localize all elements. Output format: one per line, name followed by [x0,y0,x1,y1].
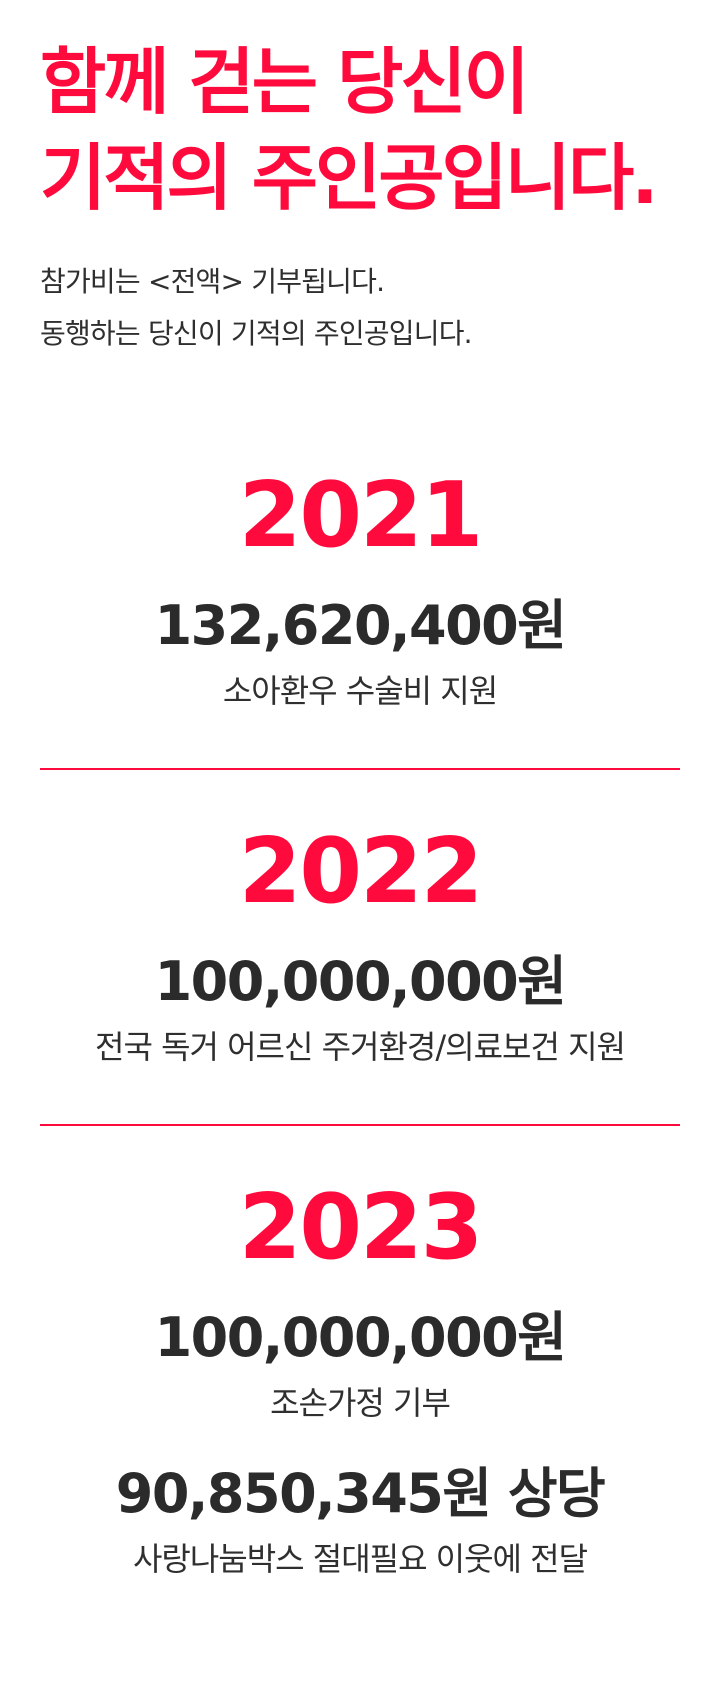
year-block-2022: 2022 100,000,000원 전국 독거 어르신 주거환경/의료보건 지원 [40,768,680,1124]
intro-line-1: 참가비는 <전액> 기부됩니다. [40,265,385,298]
headline-line-1: 함께 걷는 당신이 [40,40,530,124]
donation-history: 2021 132,620,400원 소아환우 수술비 지원 2022 100,0… [40,468,680,1636]
year-label: 2022 [238,819,484,924]
donation-description: 조손가정 기부 [270,1384,451,1422]
donation-amount: 100,000,000원 [154,950,567,1013]
headline: 함께 걷는 당신이 기적의 주인공입니다. [40,34,680,226]
intro-text: 참가비는 <전액> 기부됩니다. 동행하는 당신이 기적의 주인공입니다. [40,256,680,360]
donation-description: 전국 독거 어르신 주거환경/의료보건 지원 [95,1028,626,1066]
donation-amount-secondary: 90,850,345원 상당 [115,1462,606,1525]
donation-amount: 132,620,400원 [154,594,567,657]
year-block-2023: 2023 100,000,000원 조손가정 기부 90,850,345원 상당… [40,1124,680,1636]
donation-description: 소아환우 수술비 지원 [222,672,498,710]
intro-line-2: 동행하는 당신이 기적의 주인공입니다. [40,317,473,350]
year-label: 2023 [238,1175,484,1280]
donation-description-secondary: 사랑나눔박스 절대필요 이웃에 전달 [132,1540,588,1578]
year-label: 2021 [238,463,484,568]
year-block-2021: 2021 132,620,400원 소아환우 수술비 지원 [40,468,680,768]
headline-line-2: 기적의 주인공입니다. [40,136,659,220]
donation-amount: 100,000,000원 [154,1306,567,1369]
